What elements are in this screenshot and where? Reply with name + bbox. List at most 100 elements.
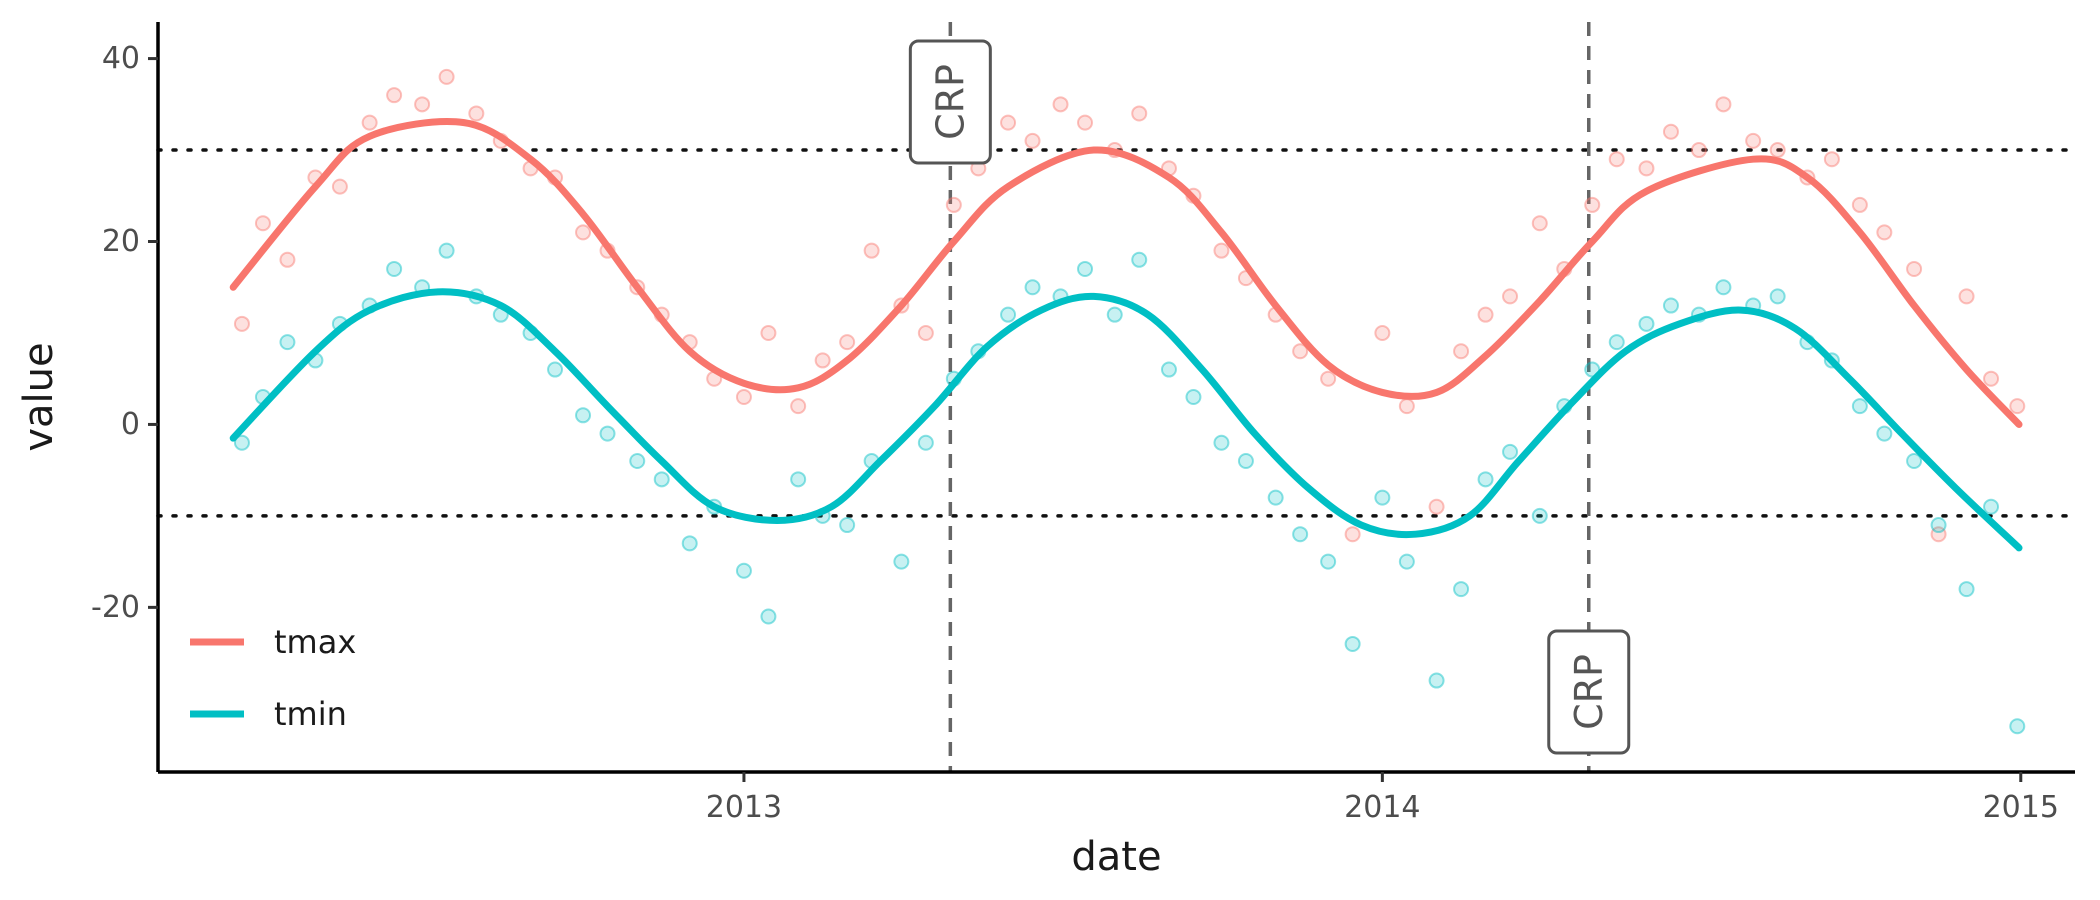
tmin-point-0 [233,434,250,451]
x-axis-title: date [1071,834,1161,880]
tmin-point-46 [1453,581,1470,598]
tmax-point-48 [1502,288,1519,305]
tmax-point-64 [1930,526,1947,543]
tmin-point-26 [917,434,934,451]
tmax-point-54 [1662,123,1679,140]
tmin-point-37 [1213,434,1230,451]
tmax-point-60 [1823,151,1840,168]
crp-label-box-0 [908,39,992,165]
tmax-point-51 [1584,196,1601,213]
tmin-point-53 [1638,315,1655,332]
tmin-point-48 [1502,443,1519,460]
tmax-point-29 [1000,114,1017,131]
crp-label-box-1 [1547,629,1631,755]
tmax-point-47 [1477,306,1494,323]
y-tick-label-2: 0 [121,407,140,442]
tmax-point-66 [1983,370,2000,387]
tmax-point-58 [1769,142,1786,159]
y-tick-label-0: 40 [102,41,140,76]
tmin-point-56 [1715,279,1732,296]
tmin-point-29 [1000,306,1017,323]
vline-annotations: CRP CRP [908,39,1631,755]
tmax-point-0 [233,315,250,332]
tmin-point-25 [893,553,910,570]
tmin-point-65 [1958,581,1975,598]
axes: 40 20 0 -20 2013 2014 2015 date value [16,22,2075,880]
tmax-point-43 [1374,324,1391,341]
tmax-point-62 [1876,224,1893,241]
tmin-point-61 [1851,398,1868,415]
tmax-point-4 [331,178,348,195]
tmin-point-17 [681,535,698,552]
tmin-point-15 [629,453,646,470]
x-tick-label-1: 2014 [1344,790,1420,825]
tmin-point-16 [653,471,670,488]
tmin-point-36 [1185,389,1202,405]
tmin-point-8 [438,242,455,259]
y-tick-label-1: 20 [102,224,140,259]
tmin-point-47 [1477,471,1494,488]
tmin-point-40 [1292,526,1309,543]
tmin-point-30 [1024,279,1041,296]
tmax-point-13 [575,224,592,241]
legend-label-tmax: tmax [274,623,356,661]
tmax-point-34 [1131,105,1148,122]
tmax-point-45 [1428,498,1445,515]
tmax-point-41 [1320,370,1337,387]
tmax-point-56 [1715,96,1732,113]
tmax-point-65 [1958,288,1975,305]
crp-label-0: CRP [928,64,972,140]
tmax-point-27 [945,196,962,213]
tmin-point-35 [1160,361,1177,378]
tmax-point-32 [1077,114,1094,131]
legend-label-tmin: tmin [274,695,347,733]
tmax-point-6 [386,87,403,104]
tmin-point-13 [575,407,592,424]
tmax-point-9 [468,105,485,122]
tmin-point-52 [1608,334,1625,351]
tmin-point-43 [1374,489,1391,506]
tmin-point-44 [1398,553,1415,570]
tmin-point-12 [547,361,564,378]
tmin-point-42 [1344,635,1361,652]
tmin-point-6 [386,260,403,277]
tmax-point-21 [790,398,807,415]
tmax-point-40 [1292,343,1309,360]
tmax-point-42 [1344,526,1361,543]
x-tick-label-2: 2015 [1983,790,2059,825]
y-axis-title: value [16,342,62,451]
tmin-point-67 [2009,718,2026,735]
x-tick-label-0: 2013 [706,790,782,825]
tmin-point-38 [1237,453,1254,470]
tmax-point-61 [1851,196,1868,213]
tmax-point-5 [361,114,378,131]
tmax-point-67 [2009,398,2026,415]
tmin-point-33 [1106,306,1123,323]
tmax-point-22 [814,352,831,369]
tmax-point-2 [279,251,296,268]
trend-lines [229,118,2023,552]
tmax-point-49 [1531,215,1548,232]
scatter-points [233,68,2026,735]
tmin-point-66 [1983,498,2000,515]
tmax-point-7 [414,96,431,113]
tmax-point-26 [917,324,934,341]
tmax-point-46 [1453,343,1470,360]
tmax-point-23 [839,334,856,351]
tmax-point-24 [863,242,880,259]
tmin-trend-line [229,288,2023,552]
tmax-point-63 [1906,260,1923,277]
tmax-point-53 [1638,160,1655,177]
tmax-point-55 [1690,142,1707,159]
y-tick-label-3: -20 [91,590,140,625]
reference-lines [156,22,2077,772]
tmax-point-30 [1024,132,1041,149]
tmin-point-39 [1267,489,1284,506]
tmin-point-19 [735,562,752,579]
crp-label-1: CRP [1567,654,1611,730]
tmin-point-20 [760,608,777,625]
tmin-point-45 [1428,672,1445,689]
tmin-point-64 [1930,517,1947,534]
tmin-point-23 [839,517,856,534]
tmin-point-49 [1531,507,1548,524]
